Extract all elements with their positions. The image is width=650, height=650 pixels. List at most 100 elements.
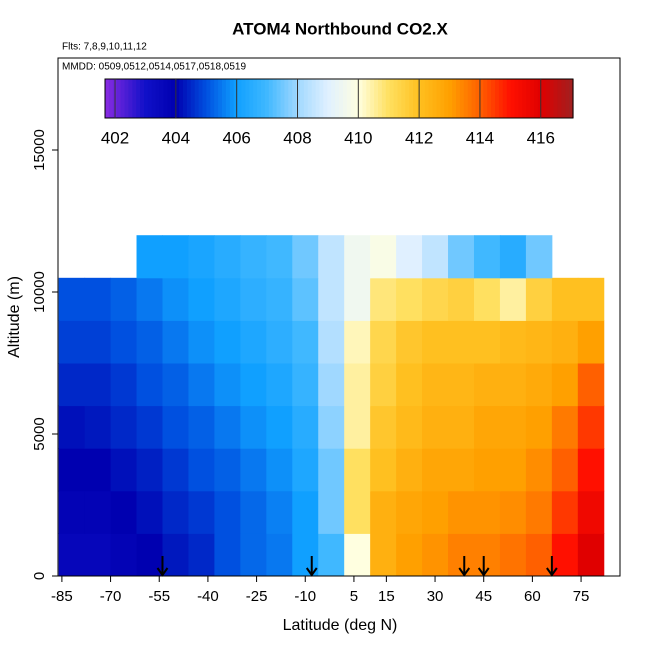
heatmap-cell — [577, 320, 605, 364]
heatmap-cell — [448, 448, 475, 492]
colorbar-swatch — [335, 79, 340, 118]
heatmap-cell — [422, 490, 449, 534]
colorbar-swatch — [467, 79, 473, 118]
heatmap-cell — [214, 405, 241, 449]
colorbar-tick-label: 408 — [283, 128, 311, 147]
colorbar-swatch — [136, 79, 141, 118]
colorbar-swatch — [557, 79, 562, 118]
heatmap-cell — [136, 235, 163, 279]
heatmap-cell — [110, 405, 138, 449]
heatmap-cell — [240, 277, 267, 321]
colorbar-swatch — [249, 79, 254, 118]
colorbar-swatch — [311, 79, 317, 118]
heatmap-cell — [58, 363, 86, 407]
colorbar-swatch — [393, 79, 399, 118]
x-tick-label: -10 — [294, 588, 316, 605]
annotation: MMDD: 0509,0512,0514,0517,0518,0519 — [62, 62, 246, 73]
heatmap-cell — [370, 533, 397, 577]
colorbar-swatch — [124, 79, 129, 118]
colorbar-swatch — [448, 79, 453, 118]
y-tick-label: 5000 — [31, 417, 48, 450]
heatmap-cell — [473, 320, 501, 364]
colorbar-swatch — [561, 79, 566, 118]
heatmap-cell — [422, 277, 449, 321]
colorbar-swatch — [128, 79, 133, 118]
heatmap-cell — [292, 533, 319, 577]
colorbar-swatch — [116, 79, 122, 118]
colorbar-swatch — [151, 79, 157, 118]
colorbar-swatch — [354, 79, 360, 118]
heatmap-cell — [136, 448, 163, 492]
heatmap-cell — [318, 533, 345, 577]
colorbar-swatch — [276, 79, 282, 118]
colorbar-swatch — [264, 79, 270, 118]
heatmap-cell — [162, 235, 189, 279]
x-tick-label: -55 — [148, 588, 170, 605]
colorbar-swatch — [409, 79, 414, 118]
heatmap-cell — [188, 363, 215, 407]
colorbar-tick-label: 402 — [101, 128, 129, 147]
colorbar-swatch — [280, 79, 285, 118]
heatmap-cell — [162, 277, 189, 321]
colorbar-swatch — [530, 79, 535, 118]
colorbar-swatch — [381, 79, 387, 118]
colorbar-swatch — [358, 79, 363, 118]
heatmap-cell — [370, 448, 397, 492]
arrow-head — [458, 567, 471, 577]
colorbar-swatch — [491, 79, 496, 118]
heatmap-cell — [396, 405, 423, 449]
colorbar-swatch — [541, 79, 547, 118]
heatmap-cell — [292, 277, 319, 321]
heatmap-cell — [396, 490, 423, 534]
heatmap-cell — [240, 490, 267, 534]
colorbar-frame — [104, 78, 574, 119]
heatmap-cell — [344, 533, 371, 577]
colorbar-swatch — [374, 79, 379, 118]
colorbar-swatch — [565, 79, 570, 118]
heatmap-cell — [188, 235, 215, 279]
x-tick-label: 5 — [350, 588, 358, 605]
colorbar-swatch — [440, 79, 445, 118]
x-tick-label: 60 — [524, 588, 541, 605]
heatmap-cell — [422, 363, 449, 407]
colorbar-swatch — [268, 79, 274, 118]
heatmap-cell — [58, 405, 86, 449]
colorbar-swatch — [331, 79, 336, 118]
heatmap-cell — [110, 277, 138, 321]
y-tick-label: 0 — [31, 572, 48, 580]
colorbar-swatch — [210, 79, 215, 118]
heatmap-cell — [525, 405, 553, 449]
arrow-head — [477, 567, 490, 577]
colorbar-swatch — [307, 79, 313, 118]
heatmap-cell — [266, 277, 293, 321]
heatmap-cell — [344, 490, 371, 534]
colorbar-swatch — [171, 79, 176, 118]
colorbar-swatch — [140, 79, 145, 118]
arrow-head — [305, 567, 318, 577]
colorbar-swatch — [522, 79, 527, 118]
colorbar-swatch — [233, 79, 239, 118]
x-tick-label: 30 — [427, 588, 444, 605]
colorbar-swatch — [389, 79, 395, 118]
heatmap-cell — [58, 277, 86, 321]
colorbar-swatch — [163, 79, 168, 118]
heatmap-cell — [188, 490, 215, 534]
heatmap-cell — [110, 448, 138, 492]
heatmap-cell — [110, 363, 138, 407]
colorbar-swatch — [257, 79, 262, 118]
heatmap-cell — [551, 448, 579, 492]
heatmap-cell — [344, 405, 371, 449]
colorbar-swatch — [483, 79, 488, 118]
heatmap-cell — [499, 448, 527, 492]
heatmap-cell — [266, 363, 293, 407]
y-tick-label: 15000 — [31, 129, 48, 171]
colorbar-swatch — [420, 79, 426, 118]
heatmap-cell — [370, 490, 397, 534]
heatmap-cell — [525, 363, 553, 407]
heatmap-cell — [58, 490, 86, 534]
colorbar-swatch — [362, 79, 367, 118]
heatmap-cell — [318, 277, 345, 321]
colorbar-swatch — [167, 79, 172, 118]
colorbar-swatch — [436, 79, 441, 118]
heatmap-cell — [162, 490, 189, 534]
